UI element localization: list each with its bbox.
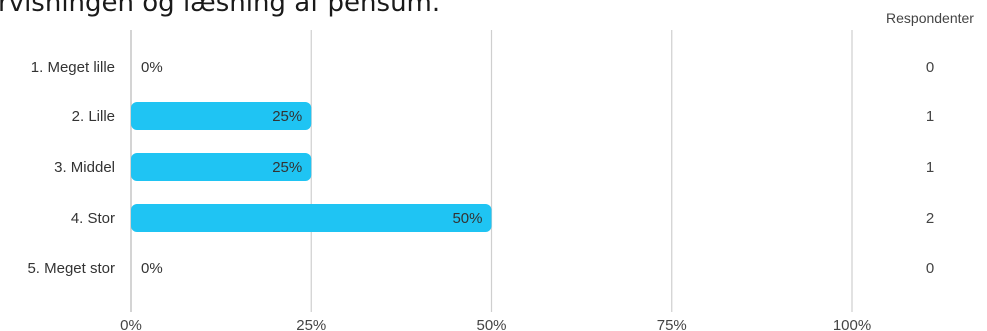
x-tick-label: 25% [296,317,326,331]
category-label: 2. Lille [72,108,115,125]
respondents-header: Respondenter [886,10,974,26]
data-label: 0% [141,260,163,277]
x-tick-label: 50% [476,317,506,331]
respondents-count: 0 [926,260,934,277]
bar [131,102,312,130]
chart-title: rvisningen og læsning af pensum. [0,0,441,18]
respondents-count: 1 [926,108,934,125]
category-label: 4. Stor [71,210,115,227]
x-tick-label: 75% [657,317,687,331]
category-label: 3. Middel [54,159,115,176]
category-label: 5. Meget stor [27,260,115,277]
category-label: 1. Meget lille [31,59,115,76]
data-label: 25% [272,108,302,125]
respondents-count: 0 [926,59,934,76]
bar [131,153,312,181]
data-label: 0% [141,59,163,76]
respondents-count: 2 [926,210,934,227]
respondents-count: 1 [926,159,934,176]
data-label: 50% [452,210,482,227]
x-tick-label: 100% [833,317,871,331]
x-tick-label: 0% [120,317,142,331]
data-label: 25% [272,159,302,176]
bar [131,204,492,232]
